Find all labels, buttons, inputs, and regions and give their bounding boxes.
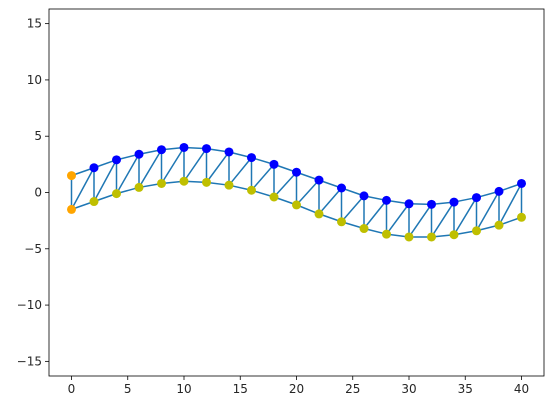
- top-node-13: [359, 191, 369, 201]
- truss-nodes: [67, 142, 526, 242]
- y-tick-label: 10: [27, 73, 42, 87]
- diagonal-edge-9: [273, 171, 298, 198]
- bottom-node-2: [112, 189, 121, 199]
- x-axis-ticks: 0 5 10 15 20 25 30 35 40: [68, 376, 529, 396]
- top-node-9: [269, 159, 279, 169]
- top-node-11: [314, 175, 324, 185]
- bottom-node-16: [427, 232, 436, 242]
- bottom-node-18: [472, 226, 481, 236]
- bottom-node-15: [404, 232, 414, 242]
- x-tick-label: 20: [289, 382, 304, 396]
- diagonal-edge-17: [453, 197, 478, 236]
- diagonal-edge-1: [93, 159, 118, 202]
- diagonal-edge-3: [138, 149, 163, 188]
- bottom-node-6: [202, 177, 211, 187]
- y-tick-label: 5: [34, 129, 42, 143]
- diagonal-edge-11: [318, 187, 343, 215]
- top-node-18: [472, 193, 481, 203]
- bottom-node-3: [134, 182, 144, 192]
- x-tick-label: 5: [124, 382, 132, 396]
- diagonal-edge-12: [340, 195, 365, 223]
- diagonal-edge-4: [160, 147, 185, 184]
- bottom-node-8: [247, 185, 256, 195]
- y-tick-label: −10: [17, 298, 42, 312]
- x-tick-label: 30: [401, 382, 416, 396]
- bottom-node-13: [359, 224, 369, 234]
- x-tick-label: 10: [176, 382, 191, 396]
- top-node-4: [157, 145, 166, 155]
- y-tick-label: −15: [17, 354, 42, 368]
- top-node-12: [337, 183, 346, 193]
- diagonal-edge-13: [363, 199, 388, 229]
- y-tick-label: 15: [27, 17, 42, 31]
- top-node-20: [517, 178, 526, 188]
- y-tick-label: 0: [34, 186, 42, 200]
- diagonal-edge-8: [250, 163, 275, 191]
- x-tick-label: 25: [345, 382, 360, 396]
- bottom-node-12: [337, 217, 346, 227]
- top-node-2: [112, 155, 121, 165]
- diagonal-edge-19: [498, 183, 523, 226]
- bottom-node-14: [382, 229, 391, 239]
- bottom-node-11: [314, 209, 324, 219]
- top-node-19: [494, 186, 504, 196]
- top-node-15: [404, 199, 414, 209]
- bottom-node-7: [224, 180, 234, 190]
- x-tick-label: 40: [514, 382, 529, 396]
- top-node-16: [427, 199, 436, 209]
- bottom-node-19: [494, 220, 504, 230]
- bottom-node-17: [449, 230, 459, 240]
- diagonal-edge-5: [183, 148, 208, 182]
- bottom-node-20: [517, 212, 526, 222]
- top-node-14: [382, 195, 391, 205]
- x-tick-label: 15: [233, 382, 248, 396]
- y-tick-label: −5: [24, 242, 42, 256]
- y-axis-ticks: −15 −10 −5 0 5 10 15: [17, 17, 49, 368]
- top-node-10: [292, 167, 301, 177]
- bottom-node-4: [157, 178, 166, 188]
- diagonal-edge-6: [205, 151, 230, 183]
- top-node-8: [247, 153, 256, 163]
- bottom-node-9: [269, 192, 279, 202]
- bottom-node-0: [67, 204, 76, 214]
- diagonal-edge-14: [385, 203, 410, 235]
- diagonal-edge-0: [70, 167, 95, 210]
- x-tick-label: 0: [68, 382, 76, 396]
- bottom-node-1: [89, 197, 99, 207]
- diagonal-edge-10: [295, 179, 320, 206]
- top-node-17: [449, 197, 459, 207]
- bottom-node-5: [179, 176, 189, 186]
- diagonal-edge-15: [408, 203, 433, 238]
- top-node-5: [179, 142, 189, 152]
- top-node-0: [67, 171, 76, 181]
- top-node-1: [89, 163, 99, 173]
- top-node-3: [134, 149, 144, 159]
- diagonal-edge-7: [228, 157, 253, 186]
- top-node-6: [202, 144, 211, 154]
- diagonal-edge-18: [475, 191, 500, 232]
- diagonal-edge-16: [430, 201, 455, 238]
- top-node-7: [224, 147, 234, 157]
- x-tick-label: 35: [458, 382, 473, 396]
- diagonal-edge-2: [115, 153, 140, 194]
- bottom-node-10: [292, 200, 301, 210]
